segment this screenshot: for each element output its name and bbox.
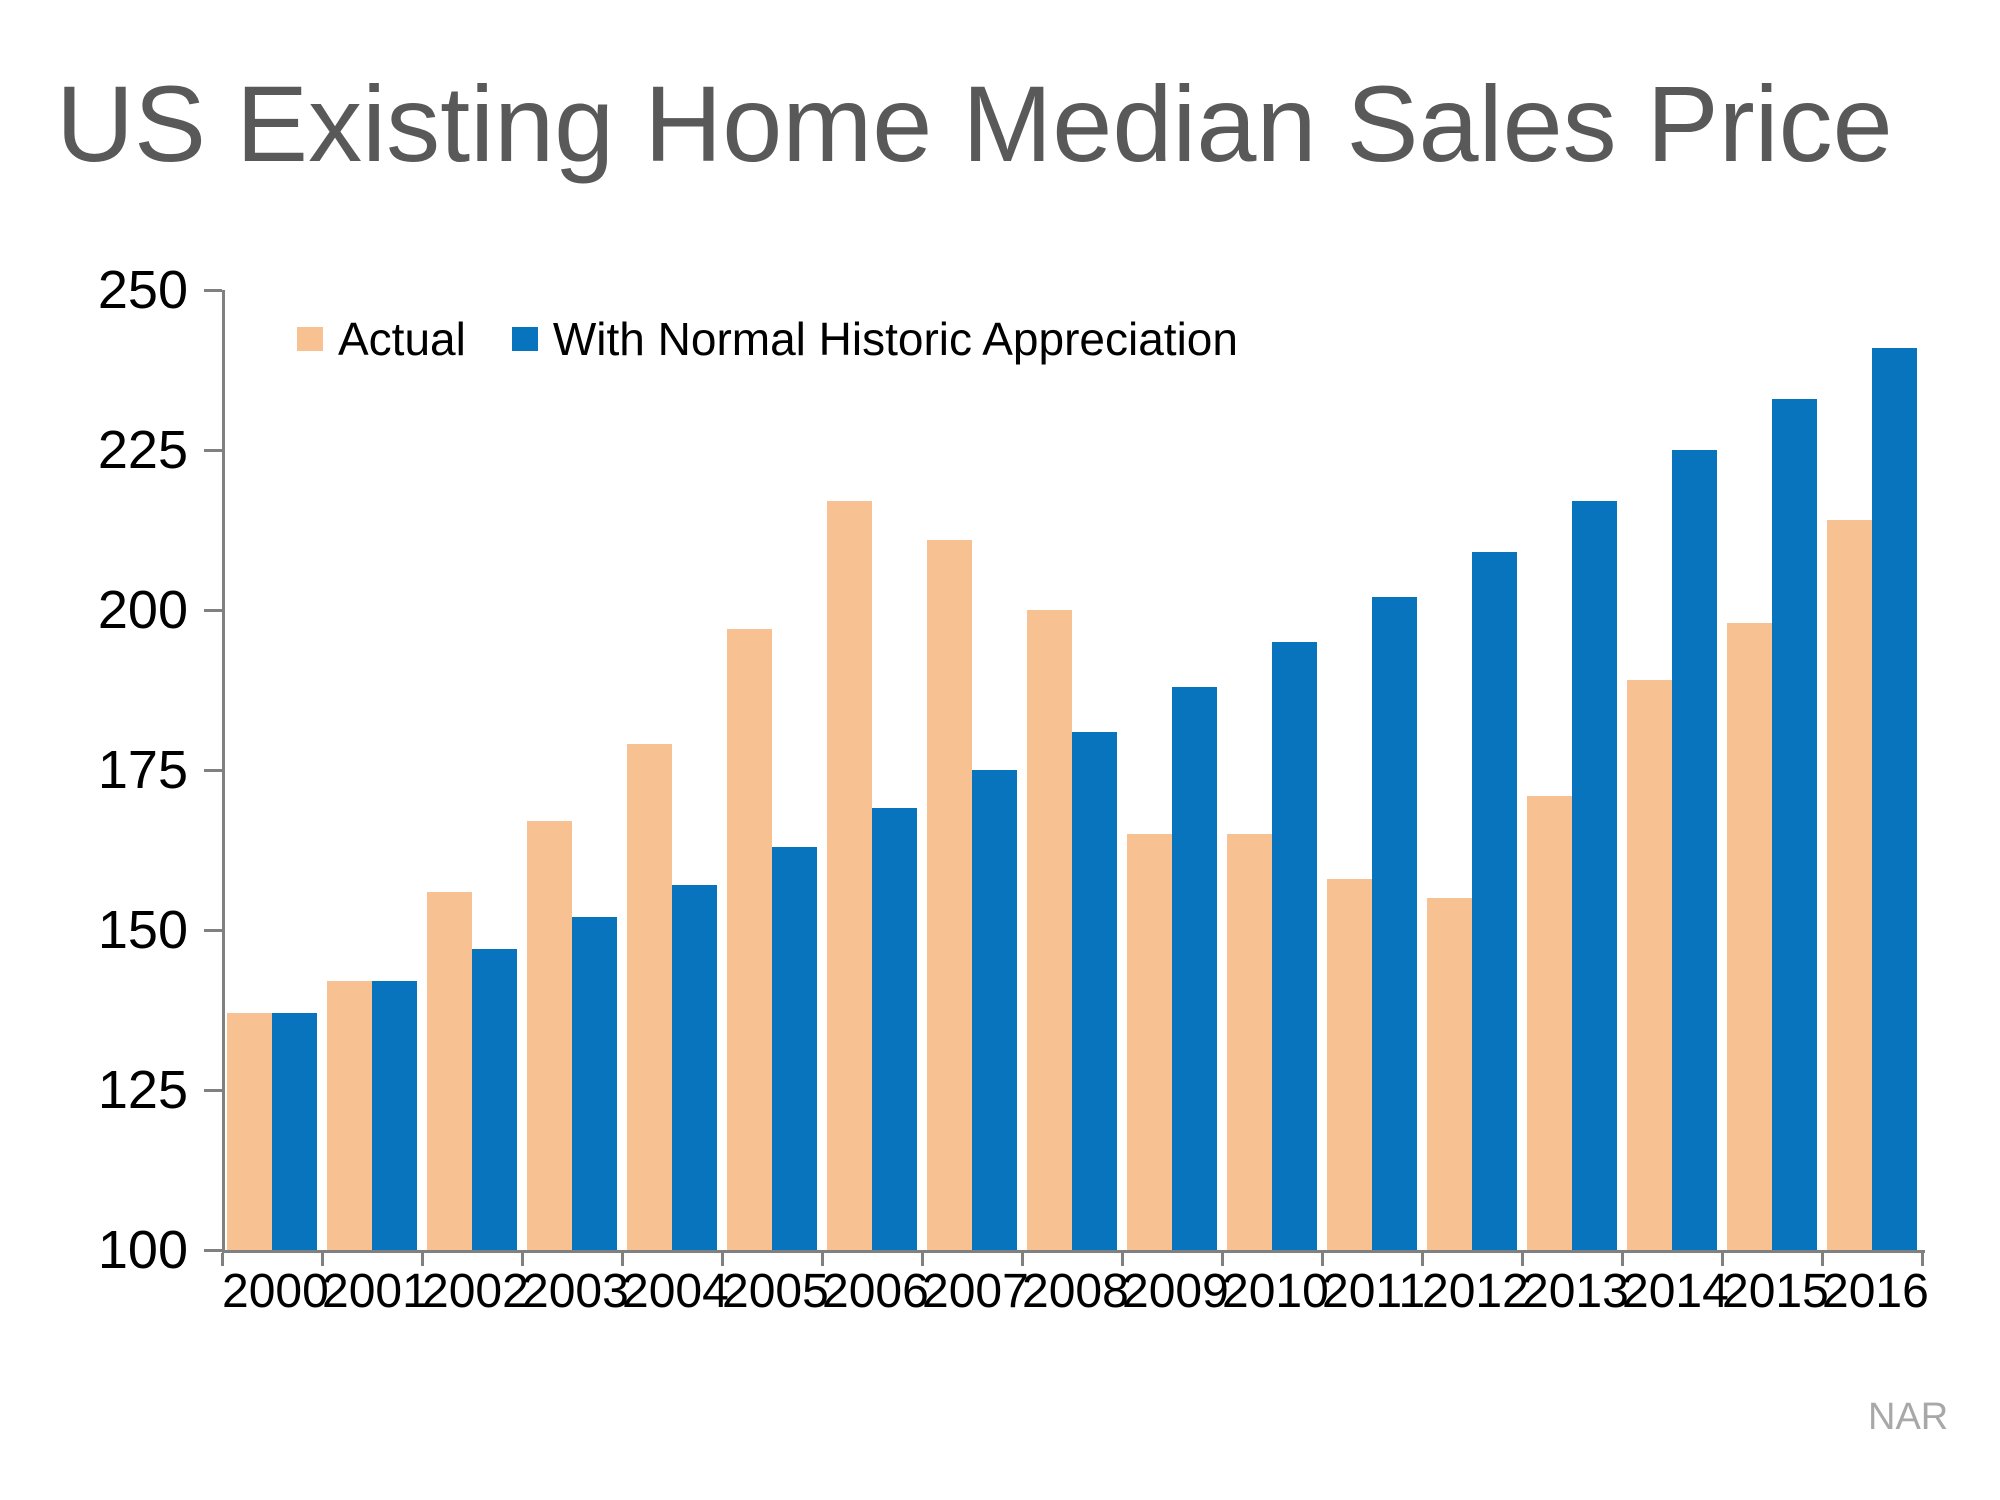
x-tick-2000 xyxy=(221,1253,224,1266)
x-axis-label-2007: 2007 xyxy=(922,1265,1029,1318)
x-tick-2010 xyxy=(1221,1253,1224,1266)
y-tick-150 xyxy=(204,929,222,932)
x-tick-end xyxy=(1921,1253,1924,1266)
x-axis-label-2014: 2014 xyxy=(1622,1265,1729,1318)
bar-appreciation-2013 xyxy=(1572,501,1617,1250)
legend-label-appreciation: With Normal Historic Appreciation xyxy=(552,313,1238,365)
x-tick-2005 xyxy=(721,1253,724,1266)
y-axis-label-100: 100 xyxy=(97,1220,188,1280)
bar-actual-2011 xyxy=(1327,878,1372,1250)
bar-actual-2014 xyxy=(1627,680,1672,1250)
bar-actual-2012 xyxy=(1427,898,1472,1250)
bar-actual-2002 xyxy=(427,891,472,1250)
bar-actual-2013 xyxy=(1527,795,1572,1250)
y-tick-175 xyxy=(204,769,222,772)
x-tick-2013 xyxy=(1521,1253,1524,1266)
bar-actual-2009 xyxy=(1127,834,1172,1250)
bar-actual-2004 xyxy=(627,744,672,1250)
bar-actual-2003 xyxy=(527,821,572,1250)
x-axis-label-2009: 2009 xyxy=(1122,1265,1229,1318)
bar-appreciation-2000 xyxy=(272,1013,317,1250)
legend: Actual With Normal Historic Appreciation xyxy=(297,312,1238,366)
source-credit: NAR xyxy=(1868,1396,1949,1438)
x-tick-2015 xyxy=(1721,1253,1724,1266)
y-axis-label-150: 150 xyxy=(97,900,188,960)
x-axis-label-2016: 2016 xyxy=(1822,1265,1929,1318)
x-tick-2014 xyxy=(1621,1253,1624,1266)
x-tick-2001 xyxy=(321,1253,324,1266)
bar-actual-2016 xyxy=(1827,520,1872,1250)
bar-appreciation-2004 xyxy=(672,885,717,1250)
bar-actual-2010 xyxy=(1227,834,1272,1250)
x-axis-label-2004: 2004 xyxy=(622,1265,729,1318)
x-axis-label-2002: 2002 xyxy=(422,1265,529,1318)
x-axis-label-2003: 2003 xyxy=(522,1265,629,1318)
bar-actual-2001 xyxy=(327,981,372,1250)
x-axis-label-2005: 2005 xyxy=(722,1265,829,1318)
bar-actual-2007 xyxy=(927,539,972,1250)
bar-actual-2015 xyxy=(1727,622,1772,1250)
x-tick-2002 xyxy=(421,1253,424,1266)
y-tick-125 xyxy=(204,1089,222,1092)
bar-appreciation-2009 xyxy=(1172,686,1217,1250)
y-tick-250 xyxy=(204,289,222,292)
x-tick-2006 xyxy=(821,1253,824,1266)
x-axis-label-2008: 2008 xyxy=(1022,1265,1129,1318)
x-tick-2003 xyxy=(521,1253,524,1266)
x-tick-2011 xyxy=(1321,1253,1324,1266)
x-axis-label-2012: 2012 xyxy=(1422,1265,1529,1318)
x-tick-2008 xyxy=(1021,1253,1024,1266)
y-axis-label-175: 175 xyxy=(97,740,188,800)
bar-appreciation-2002 xyxy=(472,949,517,1250)
bar-actual-2006 xyxy=(827,501,872,1250)
y-axis-label-125: 125 xyxy=(97,1060,188,1120)
bar-appreciation-2011 xyxy=(1372,597,1417,1250)
y-axis-label-250: 250 xyxy=(97,260,188,320)
x-axis-label-2001: 2001 xyxy=(322,1265,429,1318)
x-tick-2004 xyxy=(621,1253,624,1266)
x-axis-label-2013: 2013 xyxy=(1522,1265,1629,1318)
legend-swatch-actual xyxy=(297,327,323,351)
bar-appreciation-2015 xyxy=(1772,398,1817,1250)
x-axis-label-2010: 2010 xyxy=(1222,1265,1329,1318)
legend-swatch-appreciation xyxy=(511,327,538,351)
x-axis-label-2011: 2011 xyxy=(1322,1265,1426,1318)
bar-actual-2000 xyxy=(227,1013,272,1250)
bar-actual-2005 xyxy=(727,629,772,1250)
x-tick-2009 xyxy=(1121,1253,1124,1266)
bar-appreciation-2007 xyxy=(972,770,1017,1250)
y-axis-label-225: 225 xyxy=(97,420,188,480)
legend-label-actual: Actual xyxy=(338,313,466,365)
x-tick-2007 xyxy=(921,1253,924,1266)
x-tick-2012 xyxy=(1421,1253,1424,1266)
x-axis-label-2015: 2015 xyxy=(1722,1265,1829,1318)
bar-appreciation-2010 xyxy=(1272,642,1317,1250)
bar-appreciation-2014 xyxy=(1672,450,1717,1250)
y-tick-225 xyxy=(204,449,222,452)
bar-appreciation-2005 xyxy=(772,846,817,1250)
y-axis-label-200: 200 xyxy=(97,580,188,640)
bar-appreciation-2003 xyxy=(572,917,617,1250)
bar-appreciation-2006 xyxy=(872,808,917,1250)
bar-appreciation-2016 xyxy=(1872,347,1917,1250)
chart-title: US Existing Home Median Sales Price xyxy=(56,63,1893,184)
bar-actual-2008 xyxy=(1027,610,1072,1250)
x-axis-label-2006: 2006 xyxy=(822,1265,929,1318)
plot-area xyxy=(222,290,1925,1253)
x-tick-2016 xyxy=(1821,1253,1824,1266)
bar-appreciation-2012 xyxy=(1472,552,1517,1250)
y-tick-100 xyxy=(204,1249,222,1252)
bar-appreciation-2001 xyxy=(372,981,417,1250)
y-tick-200 xyxy=(204,609,222,612)
bar-appreciation-2008 xyxy=(1072,731,1117,1250)
x-axis-label-2000: 2000 xyxy=(222,1265,329,1318)
